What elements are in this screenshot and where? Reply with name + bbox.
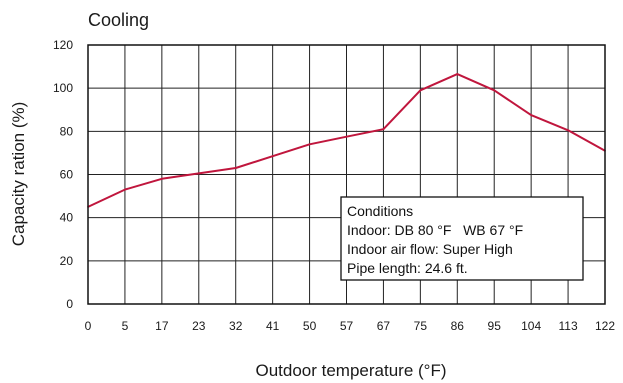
data-point bbox=[345, 135, 348, 138]
data-point bbox=[197, 172, 200, 175]
y-axis-title: Capacity ration (%) bbox=[9, 102, 28, 247]
x-tick-label: 67 bbox=[377, 319, 391, 333]
x-tick-label: 122 bbox=[595, 319, 615, 333]
plot-frame bbox=[87, 44, 606, 305]
data-point bbox=[234, 167, 237, 169]
x-tick-label: 41 bbox=[266, 319, 280, 333]
x-tick-label: 50 bbox=[303, 319, 317, 333]
data-point bbox=[124, 188, 126, 191]
data-point bbox=[382, 128, 385, 131]
y-tick-label: 60 bbox=[60, 168, 74, 182]
y-tick-label: 20 bbox=[60, 254, 74, 268]
y-tick-labels: 0 20 40 60 80 100 120 bbox=[53, 38, 73, 311]
data-point bbox=[493, 89, 496, 92]
x-tick-label: 17 bbox=[155, 319, 169, 333]
conditions-box: Conditions Indoor: DB 80 °F WB 67 °F Ind… bbox=[340, 196, 584, 281]
x-tick-label: 104 bbox=[521, 319, 541, 333]
x-tick-label: 0 bbox=[85, 319, 92, 333]
x-tick-label: 86 bbox=[451, 319, 465, 333]
y-tick-label: 40 bbox=[60, 211, 74, 225]
x-tick-label: 75 bbox=[414, 319, 428, 333]
chart-title: Cooling bbox=[88, 10, 149, 30]
conditions-indoor: Indoor: DB 80 °F WB 67 °F bbox=[347, 222, 523, 238]
data-point bbox=[271, 155, 274, 158]
x-tick-label: 57 bbox=[340, 319, 354, 333]
x-tick-label: 23 bbox=[192, 319, 206, 333]
x-axis-title: Outdoor temperature (°F) bbox=[255, 361, 446, 380]
y-tick-label: 80 bbox=[60, 124, 74, 138]
y-tick-label: 120 bbox=[53, 38, 73, 52]
y-tick-label: 100 bbox=[53, 81, 73, 95]
conditions-box-frame bbox=[340, 196, 584, 281]
data-point bbox=[530, 114, 533, 117]
data-point bbox=[160, 177, 163, 180]
data-point bbox=[567, 129, 569, 132]
x-tick-label: 5 bbox=[122, 319, 129, 333]
conditions-pipe-length: Pipe length: 24.6 ft. bbox=[347, 260, 468, 276]
x-tick-label: 113 bbox=[559, 319, 578, 333]
x-tick-label: 95 bbox=[488, 319, 502, 333]
data-point bbox=[308, 143, 311, 146]
y-tick-label: 0 bbox=[66, 297, 73, 311]
x-tick-label: 32 bbox=[229, 319, 243, 333]
x-tick-labels: 0 5 17 23 32 41 50 57 67 75 86 95 104 113 122 bbox=[85, 319, 616, 333]
series-layer bbox=[87, 73, 606, 208]
data-point bbox=[419, 89, 422, 92]
conditions-air-flow: Indoor air flow: Super High bbox=[347, 241, 513, 257]
conditions-heading: Conditions bbox=[347, 203, 413, 219]
data-point bbox=[456, 73, 459, 76]
